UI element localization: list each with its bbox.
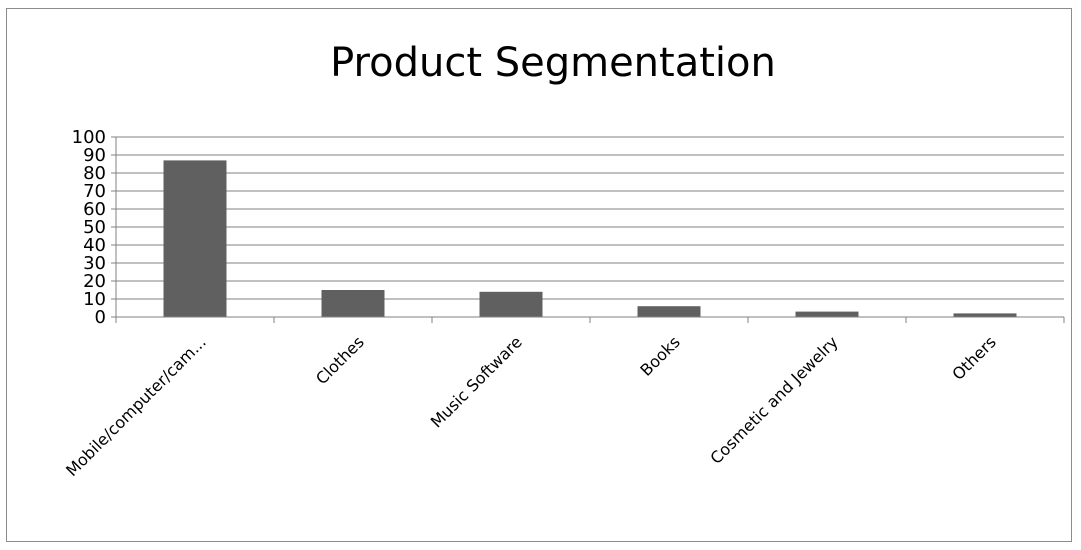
- y-tick-label: 90: [83, 145, 106, 166]
- y-tick-label: 70: [83, 181, 106, 202]
- y-tick-label: 20: [83, 271, 106, 292]
- y-tick-label: 80: [83, 163, 106, 184]
- x-category-labels: Mobile/computer/cam... Clothes Music Softw…: [62, 332, 1000, 480]
- chart-title: Product Segmentation: [330, 40, 776, 86]
- bars: [163, 160, 1017, 317]
- bar: [321, 290, 385, 317]
- bar: [479, 291, 543, 317]
- bar: [795, 311, 859, 317]
- bar: [637, 306, 701, 317]
- x-category-label: Clothes: [312, 332, 368, 388]
- x-category-label: Books: [636, 332, 683, 379]
- y-tick-label: 100: [72, 127, 106, 148]
- bar: [163, 160, 227, 317]
- y-tick-label: 50: [83, 217, 106, 238]
- bar: [953, 313, 1017, 317]
- gridlines: [116, 136, 1064, 300]
- y-tick-label: 10: [83, 289, 106, 310]
- y-tick-label: 40: [83, 235, 106, 256]
- y-tick-label: 60: [83, 199, 106, 220]
- x-category-label: Others: [948, 332, 999, 383]
- x-category-label: Mobile/computer/cam...: [62, 332, 210, 480]
- y-tick-label: 30: [83, 253, 106, 274]
- y-tick-label: 0: [95, 307, 106, 328]
- axes: [111, 136, 1065, 323]
- x-category-label: Music Software: [427, 332, 526, 431]
- x-category-label: Cosmetic and Jewelry: [706, 332, 841, 467]
